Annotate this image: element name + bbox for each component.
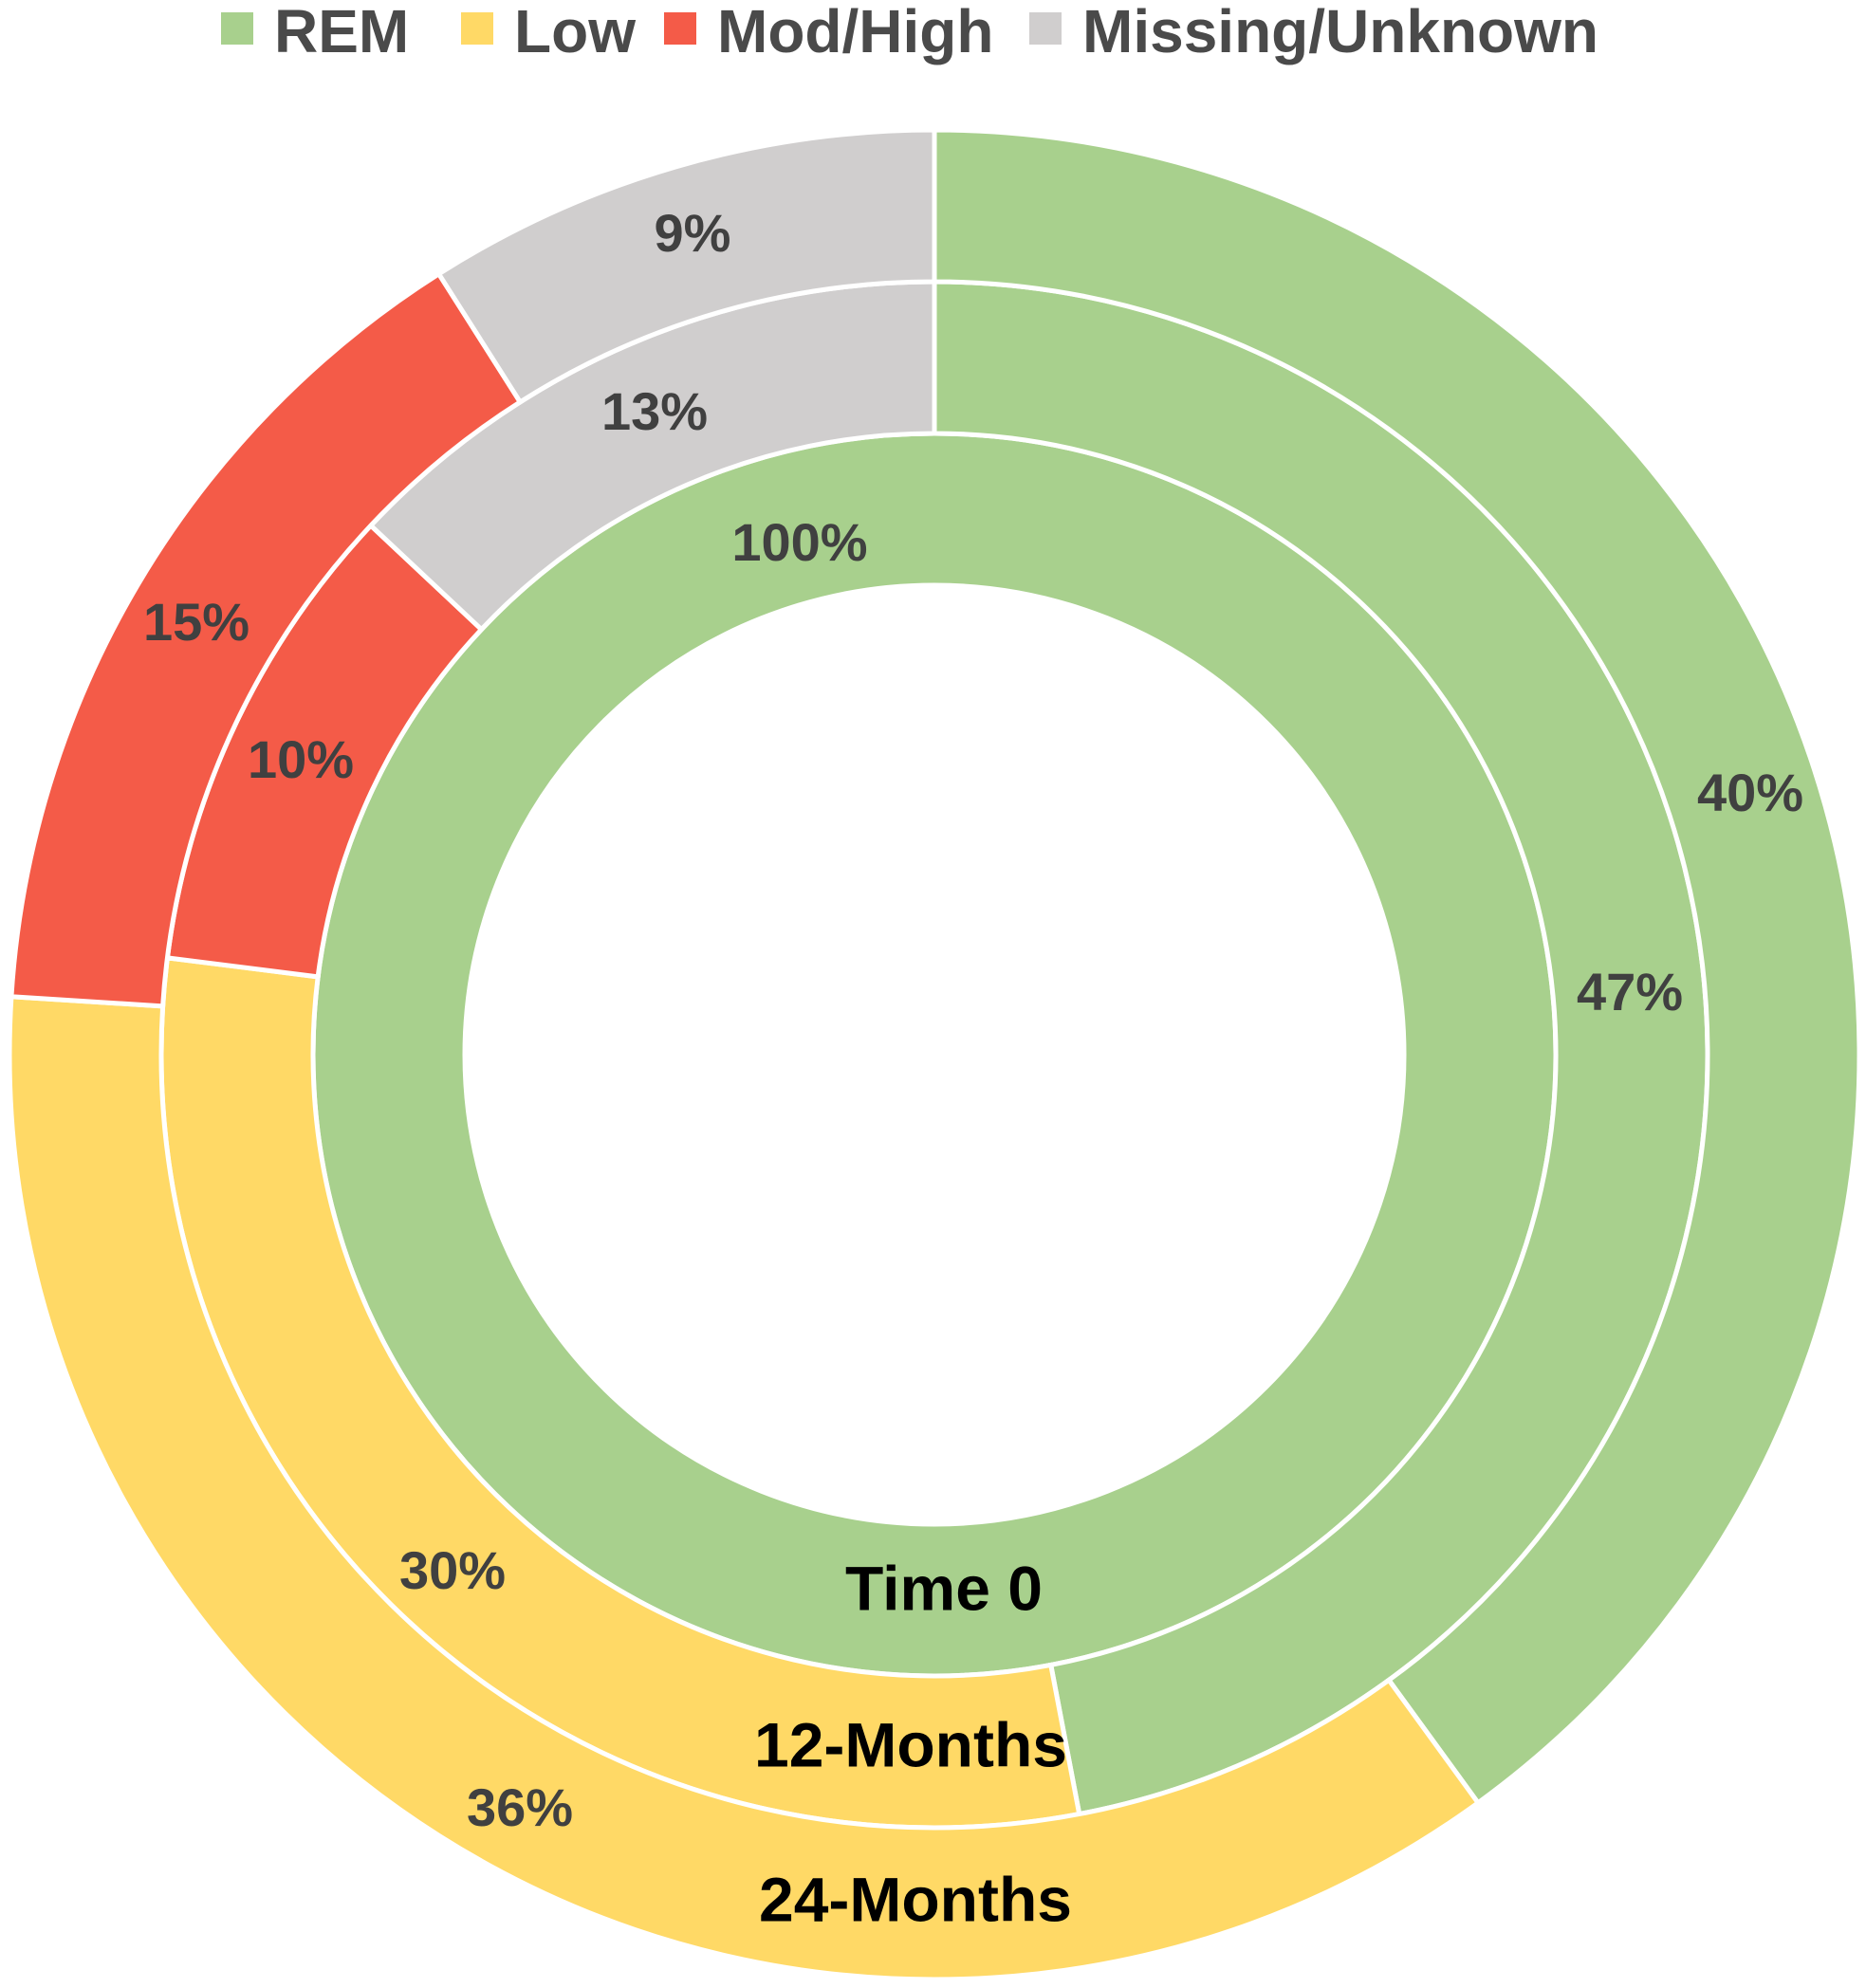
legend-label: Low: [514, 0, 636, 65]
slice-outer-missing-unknown: [435, 127, 937, 406]
slice-inner-rem: [310, 431, 1559, 1679]
data-label: 100%: [731, 512, 867, 572]
slice-outer-low: [7, 994, 1482, 1982]
legend-swatch-low: [461, 12, 493, 45]
legend-swatch-rem: [221, 12, 253, 45]
legend-swatch-missing-unknown: [1029, 12, 1062, 45]
legend: REM Low Mod/High Missing/Unknown: [221, 0, 1598, 65]
rings: [7, 127, 1862, 1982]
legend-label: REM: [274, 0, 409, 65]
data-label: 9%: [655, 203, 731, 263]
ring-label-outer: 24-Months: [759, 1864, 1072, 1934]
ring-label-inner: Time 0: [845, 1553, 1043, 1623]
legend-swatch-mod-high: [664, 12, 696, 45]
data-label: 10%: [248, 729, 354, 789]
slice-outer-rem: [932, 127, 1862, 1807]
data-label: 15%: [143, 592, 249, 652]
ring-label-middle: 12-Months: [754, 1709, 1067, 1779]
slice-labels: 100% 47% 30% 10% 13% 40% 36% 15% 9%: [143, 203, 1803, 1837]
data-label: 13%: [601, 381, 708, 441]
data-label: 47%: [1577, 962, 1683, 1022]
legend-label: Mod/High: [717, 0, 993, 65]
ring-names: Time 0 12-Months 24-Months: [754, 1553, 1072, 1934]
data-label: 40%: [1697, 763, 1803, 822]
data-label: 36%: [467, 1777, 573, 1837]
legend-label: Missing/Unknown: [1082, 0, 1598, 65]
data-label: 30%: [399, 1540, 506, 1600]
